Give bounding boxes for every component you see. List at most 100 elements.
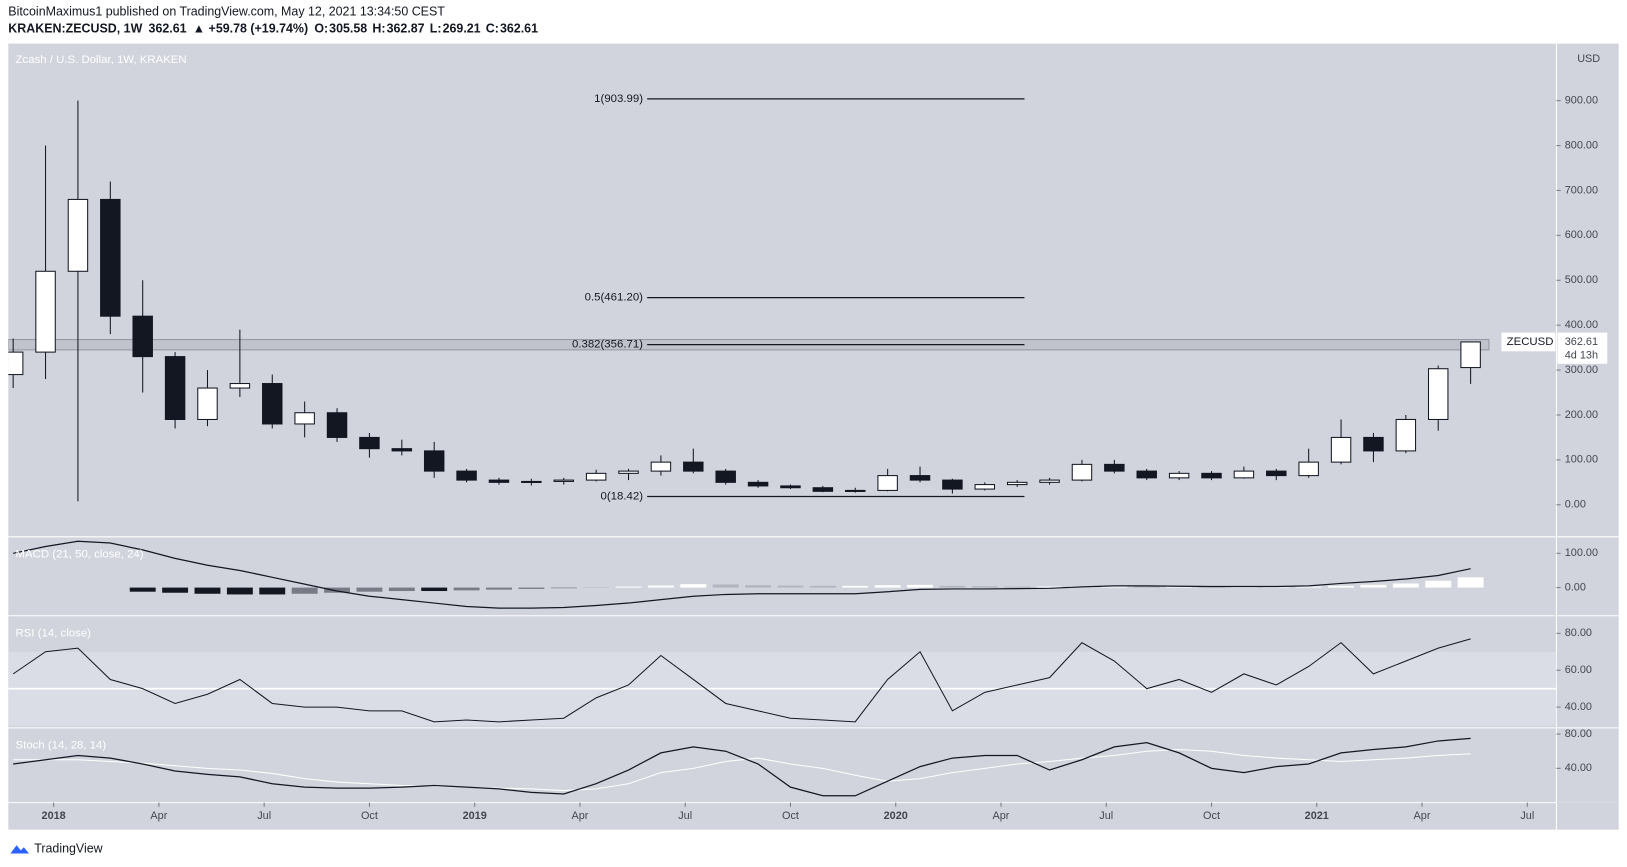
- macd-histogram-bar: [518, 587, 545, 589]
- ohlc-value: 362.87: [387, 21, 425, 35]
- ohlc-value: 269.21: [443, 21, 481, 35]
- candle-body: [1266, 470, 1287, 477]
- macd-histogram-bar: [291, 587, 318, 594]
- y-tick-label: 0.00: [1565, 499, 1586, 511]
- candle-body: [326, 412, 348, 438]
- macd-histogram-bar: [1295, 586, 1322, 588]
- macd-histogram-bar: [1230, 586, 1257, 588]
- macd-histogram-bar: [583, 587, 610, 588]
- candle-body: [715, 470, 736, 483]
- candle-body: [974, 484, 996, 490]
- price-tag-value: 362.61: [1565, 336, 1598, 348]
- macd-histogram-bar: [194, 587, 221, 594]
- candle-body: [650, 461, 672, 472]
- macd-histogram-bar: [486, 587, 512, 590]
- candle-body: [553, 479, 574, 482]
- macd-histogram-bar: [712, 584, 739, 588]
- candle-body: [294, 412, 315, 425]
- macd-histogram-bar: [1036, 586, 1063, 588]
- candle-body: [197, 387, 218, 420]
- candle-body: [423, 450, 445, 472]
- x-tick-label: Oct: [782, 810, 799, 822]
- ohlc-key: C:: [486, 21, 499, 35]
- indicator-label: MACD (21, 50, close, 24): [16, 548, 144, 560]
- ohlc-value: 362.61: [500, 21, 538, 35]
- macd-histogram-bar: [259, 587, 286, 595]
- rsi-pane: [8, 638, 1557, 726]
- x-tick-label: 2020: [884, 810, 908, 822]
- fib-label: 0.5(461.20): [585, 292, 644, 304]
- candle-body: [877, 475, 898, 491]
- candle-body: [521, 480, 542, 483]
- candle-body: [1136, 470, 1157, 479]
- candle-body: [909, 475, 931, 481]
- y-tick-label: 80.00: [1565, 627, 1592, 639]
- ohlc-key: O:: [314, 21, 328, 35]
- ohlc-value: 305.58: [329, 21, 367, 35]
- macd-histogram-bar: [874, 585, 901, 588]
- candle-body: [229, 383, 251, 389]
- x-tick-label: 2021: [1305, 810, 1329, 822]
- macd-histogram-bar: [1425, 580, 1452, 588]
- macd-histogram-bar: [421, 587, 448, 592]
- macd-histogram-bar: [809, 585, 836, 588]
- candle-body: [456, 470, 477, 481]
- macd-histogram-bar: [680, 584, 707, 588]
- y-tick-label: 200.00: [1565, 409, 1598, 421]
- candle-body: [1006, 481, 1028, 486]
- candle-body: [1395, 418, 1417, 452]
- candle-body: [1298, 461, 1319, 477]
- publisher-line: BitcoinMaximus1 published on TradingView…: [8, 5, 445, 19]
- logo-text: TradingView: [34, 842, 103, 856]
- macd-histogram-bar: [1004, 586, 1031, 588]
- y-tick-label: 600.00: [1565, 229, 1598, 241]
- macd-histogram-bar: [356, 587, 383, 592]
- candle-body: [100, 198, 121, 317]
- price: 362.61: [149, 21, 187, 35]
- x-tick-label: Apr: [993, 810, 1010, 822]
- y-tick-label: 40.00: [1565, 701, 1592, 713]
- price-tag: [1557, 332, 1608, 364]
- y-tick-label: 0.00: [1565, 581, 1586, 593]
- ohlc-key: L:: [430, 21, 442, 35]
- x-tick-label: Oct: [1203, 810, 1220, 822]
- candle-body: [132, 315, 153, 358]
- macd-histogram-bar: [1133, 586, 1160, 588]
- macd-histogram-bar: [842, 585, 869, 588]
- stoch-k-line: [13, 737, 1471, 797]
- fib-label: 1(903.99): [594, 93, 643, 105]
- macd-histogram-bar: [1166, 586, 1193, 588]
- candle-body: [942, 479, 963, 490]
- macd-histogram-bar: [647, 585, 674, 588]
- macd-pane: [13, 540, 1484, 609]
- x-tick-label: Apr: [1414, 810, 1431, 822]
- candle-body: [812, 487, 834, 492]
- symbol-line: KRAKEN:ZECUSD, 1W 362.61 ▲ +59.78 (+19.74%…: [8, 21, 538, 35]
- symbol-tag-text: ZECUSD: [1507, 336, 1554, 348]
- macd-histogram-bar: [1328, 585, 1355, 588]
- candle-body: [164, 356, 186, 420]
- logo-icon: [10, 845, 30, 854]
- stoch-pane: [13, 737, 1471, 797]
- candle-body: [780, 485, 801, 489]
- macd-histogram-bar: [550, 587, 577, 589]
- macd-histogram-bar: [907, 584, 933, 588]
- symbol-tag: [1501, 332, 1556, 352]
- candle-body: [262, 383, 283, 425]
- macd-histogram-bar: [388, 587, 415, 592]
- candle-body: [359, 436, 380, 450]
- macd-histogram-bar: [226, 587, 253, 595]
- y-tick-label: 900.00: [1565, 95, 1598, 107]
- candle-body: [618, 470, 639, 474]
- candle-body: [1427, 368, 1449, 420]
- macd-histogram-bar: [162, 587, 189, 593]
- y-tick-label: 60.00: [1565, 664, 1592, 676]
- y-tick-label: 300.00: [1565, 364, 1598, 376]
- candle-body: [1039, 479, 1060, 483]
- y-tick-label: 80.00: [1565, 728, 1592, 740]
- x-tick-label: Apr: [150, 810, 167, 822]
- candle-body: [585, 472, 607, 481]
- macd-histogram-bar: [453, 587, 480, 591]
- y-tick-label: 100.00: [1565, 454, 1598, 466]
